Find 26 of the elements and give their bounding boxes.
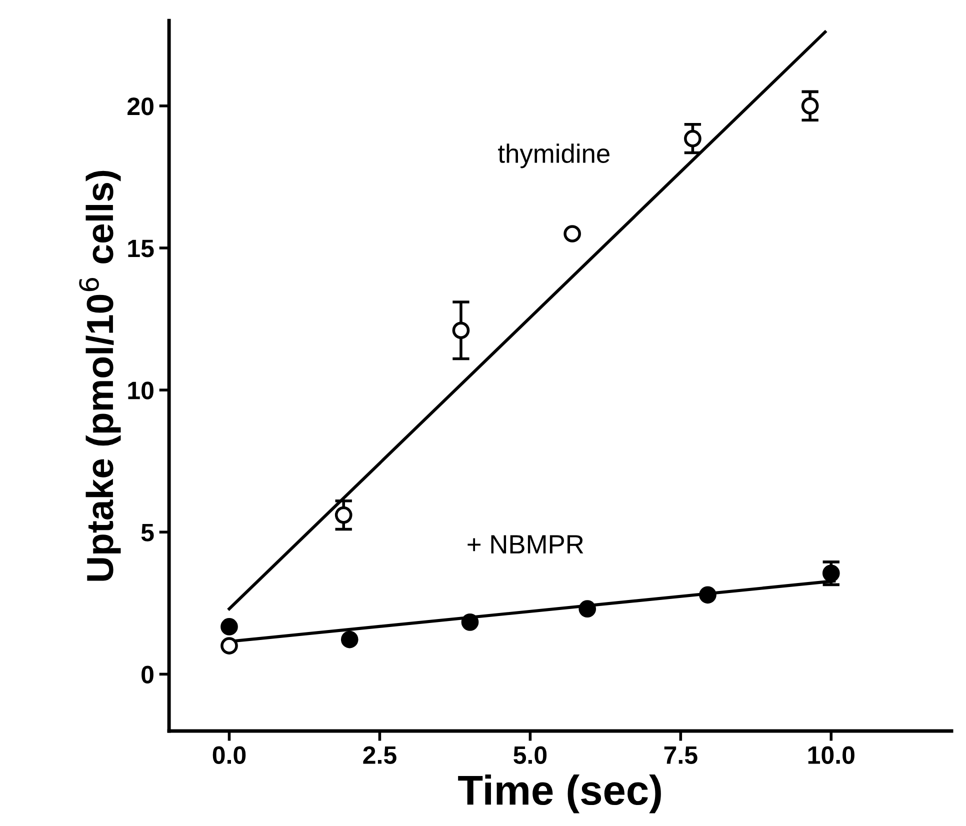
y-tick-label: 5 xyxy=(141,524,154,542)
x-tick-label: 2.5 xyxy=(363,746,396,764)
point xyxy=(220,637,238,654)
x-tick-label: 5.0 xyxy=(514,746,547,764)
text: thymidine xyxy=(498,144,610,168)
point xyxy=(684,130,702,148)
x-tick-label: 10.0 xyxy=(808,746,854,764)
x-axis-title: Time (sec) xyxy=(458,774,661,814)
point xyxy=(461,614,479,631)
series-label: + NBMPR xyxy=(468,535,584,554)
point xyxy=(699,586,716,604)
y-axis-title: Uptake (pmol/10$^{6}$ cells) xyxy=(79,170,121,581)
y-tick-label: 15 xyxy=(128,240,154,258)
point xyxy=(334,506,352,524)
point xyxy=(801,97,819,115)
y-tick-label: 0 xyxy=(142,666,154,684)
point xyxy=(452,322,470,340)
point xyxy=(578,600,596,618)
x-tick-label: 7.5 xyxy=(664,746,698,764)
y-tick-label: 20 xyxy=(128,97,154,116)
point xyxy=(220,618,238,636)
x-tick-label: 0.0 xyxy=(212,746,246,764)
point xyxy=(564,225,581,242)
point xyxy=(822,564,840,582)
point xyxy=(340,630,358,648)
y-tick-label: 10 xyxy=(128,382,154,400)
